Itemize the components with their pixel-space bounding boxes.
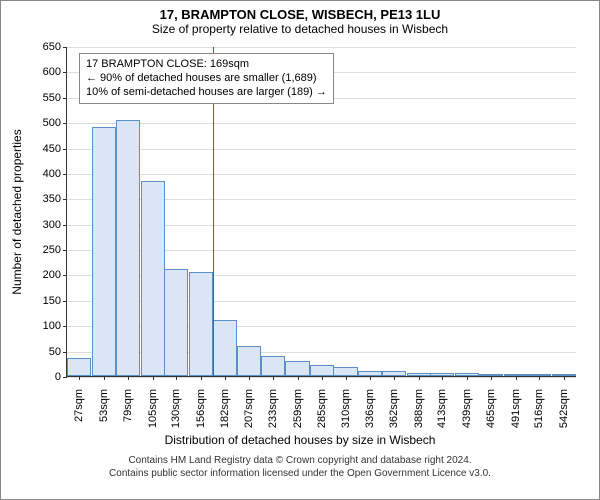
xtick-mark bbox=[273, 376, 274, 380]
xtick-label: 413sqm bbox=[436, 389, 448, 428]
xtick-label: 439sqm bbox=[461, 389, 473, 428]
xtick-mark bbox=[249, 376, 250, 380]
ytick-label: 0 bbox=[55, 371, 67, 383]
xtick-label: 336sqm bbox=[364, 389, 376, 428]
histogram-bar bbox=[116, 120, 140, 376]
xtick-label: 233sqm bbox=[267, 389, 279, 428]
gridline bbox=[67, 174, 576, 175]
histogram-bar bbox=[141, 181, 165, 376]
xtick-mark bbox=[225, 376, 226, 380]
histogram-bar bbox=[333, 367, 357, 376]
xtick-mark bbox=[394, 376, 395, 380]
xtick-label: 491sqm bbox=[510, 389, 522, 428]
attribution-line: Contains HM Land Registry data © Crown c… bbox=[1, 455, 599, 468]
attribution-line: Contains public sector information licen… bbox=[1, 468, 599, 481]
xtick-label: 79sqm bbox=[122, 389, 134, 422]
xtick-label: 53sqm bbox=[98, 389, 110, 422]
xtick-mark bbox=[104, 376, 105, 380]
ytick-label: 350 bbox=[43, 193, 67, 205]
xtick-label: 27sqm bbox=[73, 389, 85, 422]
annotation-line: 17 BRAMPTON CLOSE: 169sqm bbox=[86, 58, 327, 72]
xtick-mark bbox=[539, 376, 540, 380]
xtick-mark bbox=[322, 376, 323, 380]
xtick-label: 259sqm bbox=[292, 389, 304, 428]
xtick-mark bbox=[201, 376, 202, 380]
plot-area: 0501001502002503003504004505005506006502… bbox=[66, 47, 576, 377]
histogram-bar bbox=[164, 269, 188, 376]
xtick-mark bbox=[176, 376, 177, 380]
ytick-label: 650 bbox=[43, 41, 67, 53]
histogram-bar bbox=[67, 358, 91, 376]
gridline bbox=[67, 123, 576, 124]
y-axis-label: Number of detached properties bbox=[10, 129, 24, 294]
xtick-mark bbox=[346, 376, 347, 380]
xtick-mark bbox=[128, 376, 129, 380]
xtick-mark bbox=[370, 376, 371, 380]
xtick-mark bbox=[516, 376, 517, 380]
ytick-label: 200 bbox=[43, 269, 67, 281]
histogram-bar bbox=[92, 127, 116, 376]
ytick-label: 100 bbox=[43, 320, 67, 332]
histogram-bar bbox=[310, 365, 334, 376]
xtick-label: 388sqm bbox=[413, 389, 425, 428]
xtick-mark bbox=[442, 376, 443, 380]
ytick-label: 300 bbox=[43, 219, 67, 231]
xtick-label: 156sqm bbox=[195, 389, 207, 428]
xtick-label: 130sqm bbox=[170, 389, 182, 428]
xtick-label: 207sqm bbox=[243, 389, 255, 428]
ytick-label: 400 bbox=[43, 168, 67, 180]
xtick-mark bbox=[564, 376, 565, 380]
xtick-mark bbox=[298, 376, 299, 380]
xtick-mark bbox=[467, 376, 468, 380]
xtick-label: 465sqm bbox=[485, 389, 497, 428]
gridline bbox=[67, 47, 576, 48]
xtick-mark bbox=[419, 376, 420, 380]
histogram-bar bbox=[189, 272, 213, 376]
annotation-line: 10% of semi-detached houses are larger (… bbox=[86, 86, 327, 100]
ytick-label: 600 bbox=[43, 66, 67, 78]
annotation-line: ← 90% of detached houses are smaller (1,… bbox=[86, 72, 327, 86]
histogram-bar bbox=[261, 356, 285, 376]
xtick-mark bbox=[153, 376, 154, 380]
histogram-bar bbox=[237, 346, 261, 376]
gridline bbox=[67, 149, 576, 150]
ytick-label: 550 bbox=[43, 92, 67, 104]
chart-subtitle: Size of property relative to detached ho… bbox=[1, 22, 599, 36]
ytick-label: 250 bbox=[43, 244, 67, 256]
histogram-bar bbox=[213, 320, 237, 376]
xtick-mark bbox=[79, 376, 80, 380]
ytick-label: 450 bbox=[43, 143, 67, 155]
ytick-label: 150 bbox=[43, 295, 67, 307]
xtick-label: 105sqm bbox=[147, 389, 159, 428]
xtick-label: 542sqm bbox=[558, 389, 570, 428]
xtick-label: 516sqm bbox=[533, 389, 545, 428]
ytick-label: 500 bbox=[43, 117, 67, 129]
chart-title: 17, BRAMPTON CLOSE, WISBECH, PE13 1LU bbox=[1, 1, 599, 22]
xtick-label: 362sqm bbox=[388, 389, 400, 428]
annotation-box: 17 BRAMPTON CLOSE: 169sqm← 90% of detach… bbox=[79, 53, 334, 104]
xtick-mark bbox=[491, 376, 492, 380]
xtick-label: 310sqm bbox=[340, 389, 352, 428]
xtick-label: 182sqm bbox=[219, 389, 231, 428]
x-axis-label: Distribution of detached houses by size … bbox=[1, 433, 599, 447]
histogram-bar bbox=[285, 361, 309, 376]
ytick-label: 50 bbox=[49, 346, 67, 358]
attribution-text: Contains HM Land Registry data © Crown c… bbox=[1, 455, 599, 480]
xtick-label: 285sqm bbox=[316, 389, 328, 428]
